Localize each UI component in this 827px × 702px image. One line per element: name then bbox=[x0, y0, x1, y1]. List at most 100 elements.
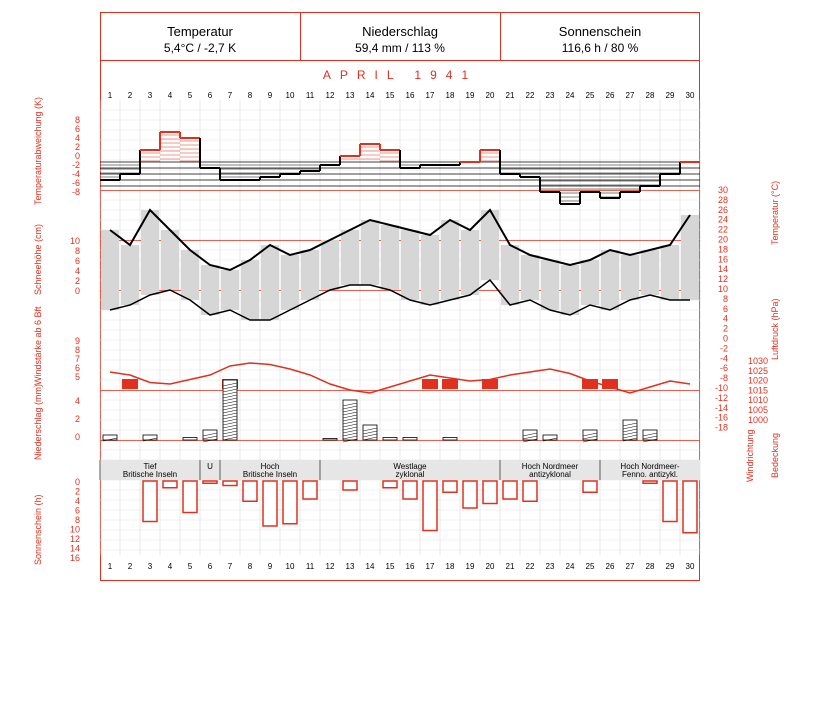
precip-hatch bbox=[202, 435, 218, 440]
sunshine-bar bbox=[222, 480, 238, 487]
day-tick-label: 15 bbox=[386, 91, 395, 100]
precip-panel bbox=[102, 379, 658, 443]
temp-range-bar bbox=[641, 250, 659, 295]
temp-tick: -14 bbox=[715, 403, 728, 413]
wx-pattern-sublabel: antizyklonal bbox=[529, 470, 571, 479]
precip-hatch bbox=[582, 432, 598, 437]
snow-tick: 6 bbox=[75, 256, 80, 266]
pressure-tick: 1015 bbox=[748, 385, 768, 395]
temp-tick: 10 bbox=[718, 284, 728, 294]
precip-hatch bbox=[342, 423, 358, 428]
day-tick-label: 21 bbox=[506, 562, 515, 571]
temp-tick: -8 bbox=[720, 373, 728, 383]
sunshine-bar bbox=[142, 480, 158, 523]
wx-pattern-label: Hoch Nordmeer- bbox=[620, 462, 679, 471]
temp-tick: 16 bbox=[718, 254, 728, 264]
day-tick-label: 26 bbox=[606, 91, 615, 100]
precip-hatch bbox=[622, 428, 638, 433]
precip-hatch bbox=[222, 394, 238, 399]
precip-hatch bbox=[362, 436, 378, 441]
wind-marker bbox=[602, 379, 618, 389]
day-tick-label: 27 bbox=[626, 91, 635, 100]
day-tick-label: 18 bbox=[446, 562, 455, 571]
sunshine-bar bbox=[582, 480, 598, 493]
precip-hatch bbox=[362, 433, 378, 438]
day-tick-label: 5 bbox=[188, 91, 193, 100]
day-tick-label: 10 bbox=[286, 91, 295, 100]
temp-range-bar bbox=[321, 240, 339, 290]
temp-range-bar bbox=[481, 210, 499, 280]
wind-tick: 6 bbox=[75, 363, 80, 373]
pressure-tick: 1000 bbox=[748, 415, 768, 425]
sunshine-tick: 2 bbox=[75, 487, 80, 497]
pressure-tick: 1010 bbox=[748, 395, 768, 405]
sun-value: 116,6 h / 80 % bbox=[562, 41, 639, 55]
day-tick-label: 8 bbox=[248, 91, 253, 100]
day-tick-label: 5 bbox=[188, 562, 193, 571]
precip-hatch bbox=[522, 435, 538, 440]
day-tick-label: 18 bbox=[446, 91, 455, 100]
day-tick-label: 19 bbox=[466, 562, 475, 571]
temp-series-line-tmax bbox=[109, 208, 691, 272]
temp-tick: -18 bbox=[715, 423, 728, 433]
sunshine-tick: 8 bbox=[75, 515, 80, 525]
temp-tick: -2 bbox=[720, 343, 728, 353]
temp-tick: 14 bbox=[718, 264, 728, 274]
day-tick-label: 22 bbox=[526, 562, 535, 571]
precip-hatch bbox=[222, 424, 238, 429]
precip-hatch bbox=[222, 403, 238, 408]
precip-hatch bbox=[342, 405, 358, 410]
sunshine-bar bbox=[182, 480, 198, 514]
wx-pattern-sublabel: Britische Inseln bbox=[243, 470, 297, 479]
sunshine-tick: 10 bbox=[70, 525, 80, 535]
precip-hatch bbox=[222, 406, 238, 411]
day-tick-label: 29 bbox=[666, 91, 675, 100]
temp-anomaly-tick: 8 bbox=[75, 115, 80, 125]
precip-bar bbox=[342, 399, 358, 441]
precip-hatch bbox=[342, 432, 358, 437]
temp-range-bar bbox=[681, 215, 699, 300]
sunshine-bar bbox=[502, 480, 518, 500]
temp-range-bar bbox=[221, 270, 239, 310]
precip-hatch bbox=[222, 421, 238, 426]
precip-hatch bbox=[342, 438, 358, 443]
wx-pattern-label: Tief bbox=[143, 462, 157, 471]
day-tick-label: 24 bbox=[566, 91, 575, 100]
cloud-axis-title: Bedeckung bbox=[770, 433, 780, 478]
wx-pattern-label: U bbox=[207, 462, 213, 471]
day-tick-label: 14 bbox=[366, 562, 375, 571]
day-tick-label: 25 bbox=[586, 91, 595, 100]
header: Temperatur 5,4°C / -2,7 K Niederschlag 5… bbox=[100, 12, 700, 61]
precip-hatch bbox=[222, 415, 238, 420]
day-tick-label: 3 bbox=[148, 562, 153, 571]
temp-anomaly-tick: -8 bbox=[72, 187, 80, 197]
precip-hatch bbox=[642, 438, 658, 443]
wind-marker bbox=[422, 379, 438, 389]
precip-axis-title: Niederschlag (mm) bbox=[33, 384, 43, 460]
temp-tick: 18 bbox=[718, 244, 728, 254]
precip-bar bbox=[442, 437, 458, 441]
temp-tick: -12 bbox=[715, 393, 728, 403]
temp-range-bar bbox=[281, 255, 299, 310]
temp-tick: -16 bbox=[715, 413, 728, 423]
temp-tick: 2 bbox=[723, 324, 728, 334]
temp-value: 5,4°C / -2,7 K bbox=[164, 41, 236, 55]
sun-title: Sonnenschein bbox=[559, 24, 641, 39]
temp-anomaly-tick: 2 bbox=[75, 142, 80, 152]
day-tick-label: 22 bbox=[526, 91, 535, 100]
temp-range-bar bbox=[441, 220, 459, 300]
day-tick-label: 10 bbox=[286, 562, 295, 571]
sunshine-tick: 12 bbox=[70, 534, 80, 544]
temp-tick: 24 bbox=[718, 215, 728, 225]
temp-anomaly-tick: 0 bbox=[75, 151, 80, 161]
precip-hatch bbox=[342, 426, 358, 431]
sunshine-axis-title: Sonnenschein (h) bbox=[33, 494, 43, 565]
day-tick-label: 4 bbox=[168, 91, 173, 100]
day-tick-label: 28 bbox=[646, 91, 655, 100]
day-tick-label: 11 bbox=[306, 562, 315, 571]
snow-tick: 4 bbox=[75, 266, 80, 276]
day-tick-label: 23 bbox=[546, 562, 555, 571]
sunshine-tick: 4 bbox=[75, 496, 80, 506]
